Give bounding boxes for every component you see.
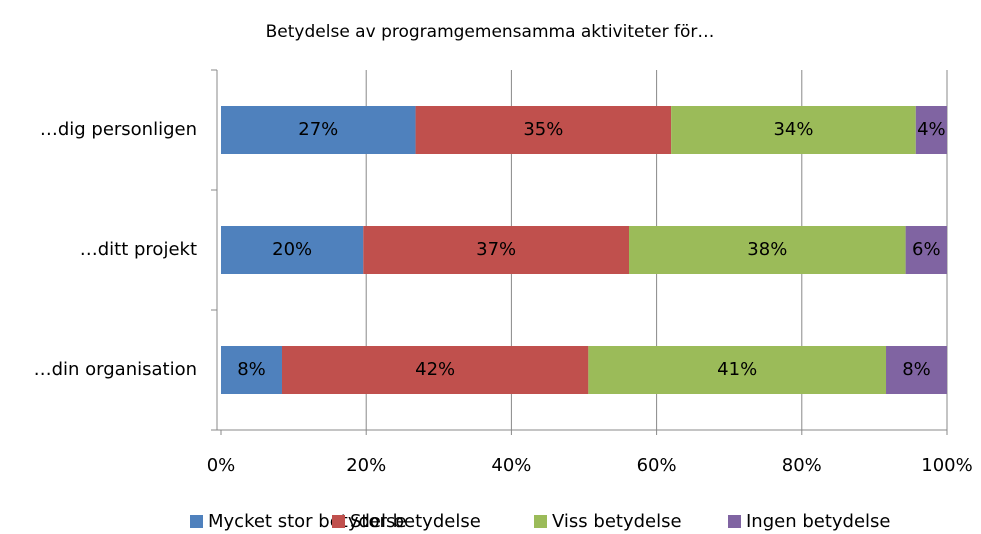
data-label: 8% (902, 359, 931, 380)
bar-segment (281, 346, 589, 394)
bar-segment (671, 106, 916, 154)
legend-label: Stor betydelse (350, 511, 481, 532)
x-tick-label: 80% (782, 455, 822, 476)
y-tick-label: …dig personligen (40, 119, 197, 140)
legend-swatch (534, 515, 547, 528)
legend-label: Ingen betydelse (746, 511, 891, 532)
x-tick-label: 40% (491, 455, 531, 476)
bar-segment (905, 226, 947, 274)
y-tick-label: …din organisation (34, 359, 197, 380)
bar-segment (415, 106, 672, 154)
data-label: 4% (917, 119, 946, 140)
legend-swatch (728, 515, 741, 528)
x-tick-label: 0% (207, 455, 236, 476)
data-label: 8% (237, 359, 266, 380)
data-label: 27% (298, 119, 338, 140)
bar-segment (363, 226, 630, 274)
legend-swatch (190, 515, 203, 528)
x-tick-label: 20% (346, 455, 386, 476)
data-label: 34% (773, 119, 813, 140)
legend-swatch (332, 515, 345, 528)
data-label: 6% (912, 239, 941, 260)
data-label: 35% (523, 119, 563, 140)
data-label: 42% (415, 359, 455, 380)
bar-segment (588, 346, 887, 394)
bar-segment (886, 346, 947, 394)
data-label: 37% (476, 239, 516, 260)
data-label: 41% (717, 359, 757, 380)
legend-label: Viss betydelse (552, 511, 682, 532)
bar-segment (221, 346, 282, 394)
bar-segment (221, 106, 416, 154)
data-label: 20% (272, 239, 312, 260)
x-tick-label: 100% (921, 455, 972, 476)
y-tick-label: …ditt projekt (80, 239, 197, 260)
bar-segment (915, 106, 947, 154)
x-tick-label: 60% (637, 455, 677, 476)
data-label: 38% (747, 239, 787, 260)
chart-title: Betydelse av programgemensamma aktivitet… (266, 22, 715, 42)
bar-segment (629, 226, 906, 274)
legend-label: Mycket stor betydelse (208, 511, 406, 532)
bar-segment (221, 226, 364, 274)
